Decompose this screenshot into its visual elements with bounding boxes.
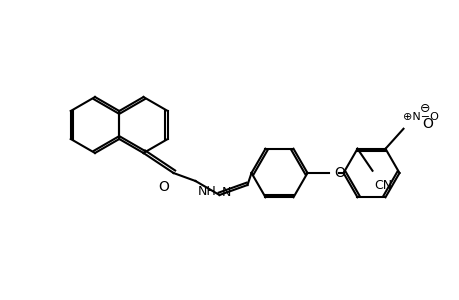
Text: O: O [334,166,345,180]
Text: NH: NH [197,185,216,198]
Text: N: N [221,187,230,200]
Text: O: O [421,117,432,131]
Text: ⊖: ⊖ [420,102,430,115]
Text: O: O [158,180,168,194]
Text: ⊕N−O: ⊕N−O [403,112,438,122]
Text: CN: CN [374,179,392,192]
